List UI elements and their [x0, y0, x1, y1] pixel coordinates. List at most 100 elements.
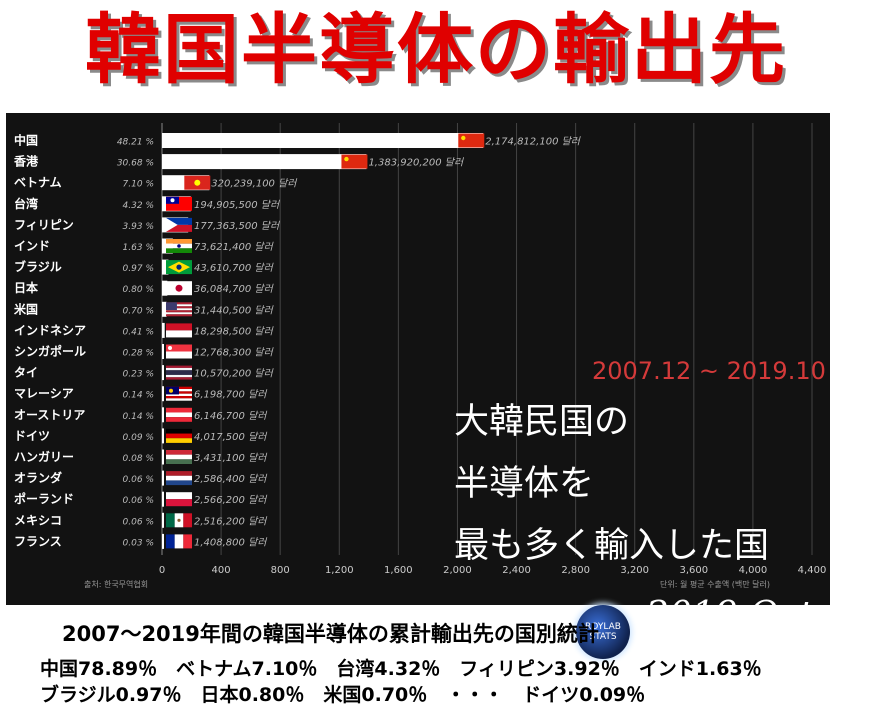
value-label: 2,566,200 달러	[194, 494, 268, 506]
source-label: 출처: 한국무역협회	[84, 579, 148, 589]
country-label: メキシコ	[14, 513, 62, 527]
country-label: 米国	[14, 301, 38, 316]
percent-label: 0.03 %	[123, 538, 154, 548]
country-label: ベトナム	[14, 176, 62, 190]
philippines-flag	[166, 217, 192, 232]
brazil-flag	[166, 260, 192, 275]
country-label: 中国	[14, 133, 38, 148]
japan-flag	[166, 281, 192, 296]
bar	[162, 344, 164, 359]
country-label: 香港	[13, 154, 39, 169]
value-label: 10,570,200 달러	[194, 368, 275, 380]
bar	[162, 133, 484, 148]
hungary-flag	[166, 450, 192, 464]
value-label: 4,017,500 달러	[194, 431, 268, 443]
date-range-label: 2007.12 ~ 2019.10	[592, 357, 826, 385]
value-label: 12,768,300 달러	[194, 347, 275, 359]
value-label: 177,363,500 달러	[194, 220, 281, 232]
x-tick-label: 0	[159, 565, 165, 576]
bar	[162, 512, 164, 528]
unit-label: 단위: 월 평균 수출액 (백만 달러)	[660, 579, 770, 589]
x-tick-label: 2,800	[561, 565, 590, 576]
percent-label: 0.70 %	[123, 306, 154, 316]
percent-label: 0.09 %	[123, 433, 154, 443]
headline-text: 大韓民国の 半導体を 最も多く輸入した国	[454, 402, 770, 566]
value-label: 6,146,700 달러	[194, 410, 268, 422]
percent-label: 1.63 %	[123, 243, 154, 253]
country-label: フィリピン	[14, 218, 74, 232]
percent-label: 48.21 %	[117, 138, 154, 148]
germany-flag	[166, 428, 192, 443]
bar	[162, 428, 164, 444]
percent-label: 0.80 %	[123, 285, 154, 295]
x-tick-label: 3,200	[620, 565, 649, 576]
taiwan-flag	[166, 196, 192, 211]
country-label: ブラジル	[14, 259, 62, 274]
value-label: 18,298,500 달러	[194, 325, 275, 337]
austria-flag	[166, 407, 192, 422]
value-label: 1,408,800 달러	[194, 536, 268, 548]
handwritten-date: 2019 Oct.	[646, 595, 825, 636]
x-tick-label: 4,000	[739, 565, 768, 576]
bar	[162, 365, 164, 381]
country-label: シンガポール	[14, 344, 86, 359]
usa-flag	[166, 302, 192, 317]
bar	[162, 386, 164, 402]
percent-label: 7.10 %	[123, 180, 154, 190]
country-label: インド	[14, 239, 50, 253]
stats-line-2: ブラジル0.97％ 日本0.80％ 米国0.70％ ・・・ ドイツ0.09％	[40, 684, 646, 706]
percent-label: 0.08 %	[123, 454, 154, 464]
bar	[162, 301, 167, 317]
malaysia-flag	[166, 386, 192, 401]
percent-label: 0.06 %	[123, 517, 154, 527]
value-label: 43,610,700 달러	[194, 262, 275, 274]
percent-label: 0.97 %	[123, 264, 154, 274]
netherlands-flag	[166, 471, 192, 486]
chart-panel: 0 400 800 1,200 1,600 2,000 2,400 2,800 3,200 3,6…	[6, 113, 830, 659]
value-label: 6,198,700 달러	[194, 389, 268, 401]
country-label: マレーシア	[14, 387, 74, 401]
value-label: 194,905,500 달러	[194, 199, 281, 211]
x-tick-label: 800	[271, 565, 290, 576]
country-label: フランス	[14, 534, 62, 548]
x-tick-label: 4,400	[798, 565, 827, 576]
page-title: 韓国半導体の輸出先	[85, 5, 787, 94]
percent-label: 0.06 %	[123, 475, 154, 485]
bar	[162, 407, 164, 423]
percent-label: 0.23 %	[123, 370, 154, 380]
country-label: インドネシア	[14, 323, 86, 337]
france-flag	[166, 534, 192, 549]
x-tick-label: 3,600	[679, 565, 708, 576]
bar	[162, 154, 367, 170]
country-label: ハンガリー	[14, 449, 74, 464]
india-flag	[166, 239, 192, 253]
china-flag	[458, 133, 485, 148]
percent-label: 0.14 %	[123, 391, 154, 401]
percent-label: 0.06 %	[123, 496, 154, 506]
country-label: ドイツ	[14, 429, 50, 443]
logo-text: ROYLAB STATS	[585, 622, 621, 642]
country-label: オランダ	[14, 470, 62, 485]
value-label: 320,239,100 달러	[211, 178, 298, 190]
poland-flag	[166, 492, 192, 507]
bar-chart: 0 400 800 1,200 1,600 2,000 2,400 2,800 3,200 3,6…	[13, 123, 827, 589]
value-label: 2,174,812,100 달러	[485, 136, 582, 148]
value-label: 1,383,920,200 달러	[368, 157, 465, 169]
percent-label: 0.41 %	[123, 327, 154, 337]
x-tick-label: 1,200	[325, 565, 354, 576]
subtitle: 2007～2019年間の韓国半導体の累計輸出先の国別統計	[62, 622, 599, 646]
value-label: 3,431,100 달러	[194, 452, 268, 464]
thailand-flag	[166, 365, 192, 380]
bar	[162, 470, 164, 486]
country-label: 台湾	[14, 196, 38, 211]
x-tick-label: 2,000	[443, 565, 472, 576]
indonesia-flag	[166, 323, 192, 338]
bar	[162, 491, 164, 507]
country-label: タイ	[14, 366, 38, 380]
bar	[162, 259, 169, 275]
percent-label: 30.68 %	[117, 159, 154, 169]
stats-line-1: 中国78.89％ ベトナム7.10％ 台湾4.32％ フィリピン3.92％ イン…	[40, 658, 762, 680]
x-tick-label: 1,600	[384, 565, 413, 576]
percent-label: 0.14 %	[123, 412, 154, 422]
country-label: ポーランド	[14, 491, 74, 506]
